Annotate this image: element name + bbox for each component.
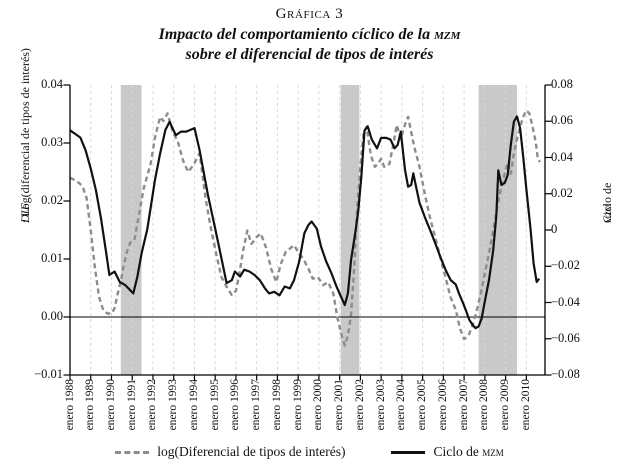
x-tick-label: enero 1999 — [291, 379, 304, 431]
x-tick-label: enero 2007 — [457, 379, 470, 431]
y-right-tick-label: 0.08 — [551, 77, 573, 91]
x-tick-label: enero 1993 — [167, 379, 180, 431]
y-right-tick-label: −0.06 — [551, 330, 580, 345]
series-line-ciclo-mzm — [69, 115, 541, 330]
x-tick-label: enero 1995 — [208, 379, 221, 431]
legend-item-diferencial: log(Diferencial de tipos de interés) — [115, 444, 345, 460]
legend-label-diferencial: log(Diferencial de tipos de interés) — [157, 444, 346, 459]
figure-number: Gráfica 3 — [275, 6, 344, 22]
y-right-tick-label: 0.02 — [551, 185, 573, 200]
x-tick-label: enero 2004 — [395, 379, 408, 431]
y-right-tick-label: −0.08 — [551, 367, 580, 381]
series-line-diferencial — [69, 109, 541, 347]
chart-title-line-2: sobre el diferencial de tipos de interés — [185, 46, 434, 64]
x-tick-label: enero 1991 — [125, 379, 138, 431]
legend-label-ciclo-mzm: Ciclo de mzm — [433, 444, 504, 459]
x-tick-label: enero 2002 — [353, 379, 366, 431]
x-tick-label: enero 2008 — [478, 379, 491, 431]
y-right-tick-label: 0.06 — [551, 113, 573, 128]
legend: log(Diferencial de tipos de interés) Cic… — [0, 444, 619, 460]
y-left-tick-label: −0.01 — [34, 367, 63, 381]
y-left-tick-label: 0.00 — [41, 309, 63, 323]
mzm-smallcaps: mzm — [434, 25, 461, 43]
y-right-tick-label: 0.04 — [551, 149, 573, 164]
x-tick-label: enero 1988 — [63, 379, 76, 431]
chart-title-block: Gráfica 3 Impacto del comportamiento cíc… — [0, 5, 619, 66]
x-tick-label: enero 2009 — [499, 379, 512, 431]
x-tick-label: enero 1990 — [104, 379, 117, 431]
recession-band — [120, 85, 142, 375]
y-left-tick-label: 0.02 — [41, 193, 63, 207]
x-tick-label: enero 2010 — [519, 379, 532, 431]
x-tick-label: enero 2006 — [436, 379, 449, 431]
x-tick-label: enero 2005 — [416, 379, 429, 431]
y-right-tick-label: −0.02 — [551, 258, 580, 273]
chart-title-line-1: Impacto del comportamiento cíclico de la… — [158, 25, 461, 43]
x-tick-label: enero 1994 — [187, 379, 200, 431]
x-tick-label: enero 2001 — [333, 379, 346, 431]
x-tick-label: enero 2003 — [374, 379, 387, 431]
x-tick-label: enero 1989 — [84, 379, 97, 431]
legend-item-ciclo-mzm: Ciclo de mzm — [391, 444, 504, 460]
x-tick-label: enero 1992 — [146, 379, 159, 431]
x-tick-label: enero 1997 — [250, 379, 263, 431]
y-right-tick-label: 0 — [551, 222, 558, 236]
dashed-line-swatch — [115, 450, 150, 454]
y-right-tick-label: −0.04 — [551, 294, 580, 309]
x-tick-label: enero 2000 — [312, 379, 325, 431]
x-tick-label: enero 1998 — [270, 379, 283, 431]
x-tick-label: enero 1996 — [229, 379, 242, 431]
y-left-tick-label: 0.03 — [41, 135, 63, 149]
y-left-tick-label: 0.01 — [41, 251, 63, 265]
y-left-tick-label: 0.04 — [41, 77, 63, 91]
solid-line-swatch — [391, 450, 426, 454]
